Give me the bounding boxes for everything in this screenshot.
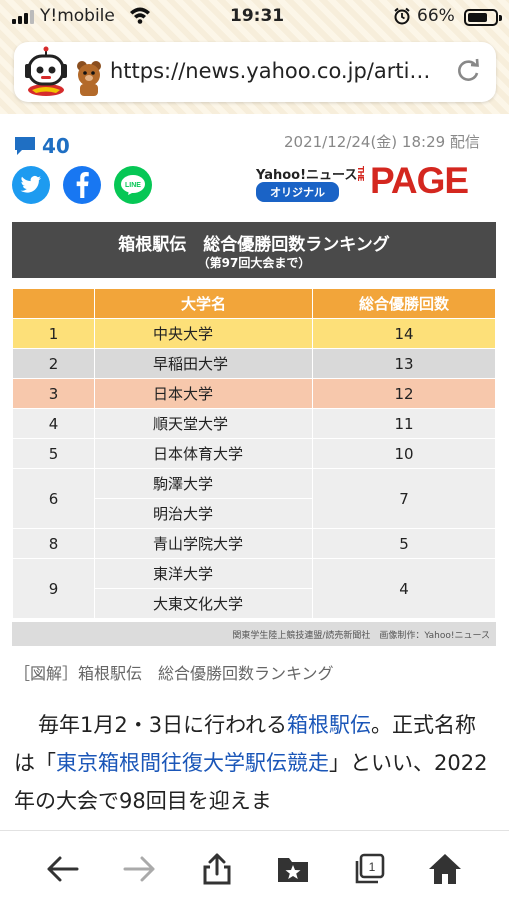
table-row: 9 東洋大学 4 — [12, 558, 496, 619]
count-cell: 4 — [312, 558, 496, 619]
count-cell: 13 — [312, 348, 496, 379]
home-icon[interactable] — [425, 849, 465, 889]
browser-header: Y!mobile 19:31 66% https://news.yahoo.co… — [0, 0, 509, 114]
rank-cell: 3 — [12, 378, 95, 409]
bookmark-folder-icon[interactable] — [273, 849, 313, 889]
reload-icon[interactable] — [454, 57, 482, 89]
table-row: 8 青山学院大学 5 — [12, 528, 496, 559]
status-time: 19:31 — [230, 6, 285, 26]
figure-caption: ［図解］箱根駅伝 総合優勝回数ランキング — [14, 664, 334, 683]
share-buttons: LINE — [12, 166, 152, 204]
rank-cell: 4 — [12, 408, 95, 439]
battery-icon — [464, 9, 502, 26]
browser-toolbar: 1 — [0, 830, 509, 903]
count-cell: 5 — [312, 528, 496, 559]
facebook-icon[interactable] — [63, 166, 101, 204]
brand-the: THE — [356, 166, 365, 181]
body-text: 」といい、2022年の大会で98回目を迎えま — [14, 751, 488, 813]
battery-percent: 66% — [417, 6, 455, 26]
tabs-icon[interactable]: 1 — [350, 849, 390, 889]
forward-icon[interactable] — [120, 849, 160, 889]
header-count: 総合優勝回数 — [312, 288, 496, 319]
url-text[interactable]: https://news.yahoo.co.jp/arti… — [110, 59, 431, 83]
yahoo-the-page-logo: Yahoo!ニュース オリジナル THE PAGE — [256, 160, 498, 204]
comment-count: 40 — [42, 134, 70, 158]
figure-credit: 関東学生陸上競技連盟/読売新聞社 画像制作：Yahoo!ニュース — [12, 622, 496, 646]
count-cell: 7 — [312, 468, 496, 529]
figure-title: 箱根駅伝 総合優勝回数ランキング — [118, 235, 390, 255]
university-cell: 日本大学 — [94, 378, 313, 409]
figure-subtitle: （第97回大会まで） — [197, 256, 311, 270]
address-bar[interactable]: https://news.yahoo.co.jp/arti… — [14, 42, 496, 102]
article-body: 毎年1月2・3日に行われる箱根駅伝。正式名称は「東京箱根間往復大学駅伝競走」とい… — [14, 706, 492, 820]
wifi-icon — [129, 6, 151, 28]
table-row: 6 駒澤大学 7 — [12, 468, 496, 529]
university-cell: 大東文化大学 — [94, 588, 313, 619]
line-label: LINE — [125, 182, 141, 189]
ranking-figure[interactable]: 箱根駅伝 総合優勝回数ランキング （第97回大会まで） 大学名 総合優勝回数 1… — [12, 222, 496, 646]
table-row: 1 中央大学 14 — [12, 318, 496, 349]
body-text: 。正式名称は「 — [14, 713, 477, 775]
count-cell: 10 — [312, 438, 496, 469]
table-row: 明治大学 — [13, 498, 496, 529]
count-cell: 12 — [312, 378, 496, 409]
publish-date: 2021/12/24(金) 18:29 配信 — [284, 133, 480, 151]
university-cell: 明治大学 — [94, 498, 313, 529]
university-cell: 駒澤大学 — [94, 468, 313, 499]
rank-cell: 9 — [12, 558, 95, 619]
line-icon[interactable]: LINE — [114, 166, 152, 204]
university-cell: 早稲田大学 — [94, 348, 313, 379]
brand-page: PAGE — [370, 160, 469, 201]
ranking-table: 大学名 総合優勝回数 1 中央大学 14 2 早稲田大学 13 3 日本大学 1… — [12, 288, 496, 619]
rank-cell: 6 — [12, 468, 95, 529]
hakone-ekiden-link[interactable]: 箱根駅伝 — [287, 713, 372, 737]
university-cell: 中央大学 — [94, 318, 313, 349]
table-row: 4 順天堂大学 11 — [12, 408, 496, 439]
mascot-icon — [25, 46, 101, 96]
comment-link[interactable]: 40 — [14, 134, 70, 158]
back-icon[interactable] — [42, 849, 82, 889]
university-cell: 東洋大学 — [94, 558, 313, 589]
header-rank — [12, 288, 95, 319]
carrier-label: Y!mobile — [40, 6, 115, 26]
alarm-icon — [393, 7, 411, 29]
university-cell: 青山学院大学 — [94, 528, 313, 559]
table-row: 2 早稲田大学 13 — [12, 348, 496, 379]
body-text: 毎年1月2・3日に行われる — [38, 713, 288, 737]
university-cell: 日本体育大学 — [94, 438, 313, 469]
header-university: 大学名 — [94, 288, 313, 319]
table-row: 大東文化大学 — [13, 588, 496, 619]
share-icon[interactable] — [197, 849, 237, 889]
signal-icon — [12, 10, 34, 24]
table-header-row: 大学名 総合優勝回数 — [12, 288, 496, 319]
rank-cell: 1 — [12, 318, 95, 349]
comment-icon — [15, 137, 35, 155]
count-cell: 14 — [312, 318, 496, 349]
table-row: 3 日本大学 12 — [12, 378, 496, 409]
brand-yahoo-news: Yahoo!ニュース — [256, 168, 358, 183]
rank-cell: 5 — [12, 438, 95, 469]
status-bar: Y!mobile 19:31 66% — [0, 0, 509, 34]
twitter-icon[interactable] — [12, 166, 50, 204]
brand-original-badge: オリジナル — [256, 182, 339, 202]
table-row: 5 日本体育大学 10 — [12, 438, 496, 469]
count-cell: 11 — [312, 408, 496, 439]
university-cell: 順天堂大学 — [94, 408, 313, 439]
rank-cell: 2 — [12, 348, 95, 379]
rank-cell: 8 — [12, 528, 95, 559]
figure-header: 箱根駅伝 総合優勝回数ランキング （第97回大会まで） — [12, 222, 496, 278]
official-name-link[interactable]: 東京箱根間往復大学駅伝競走 — [56, 751, 329, 775]
tabs-count: 1 — [369, 860, 376, 874]
